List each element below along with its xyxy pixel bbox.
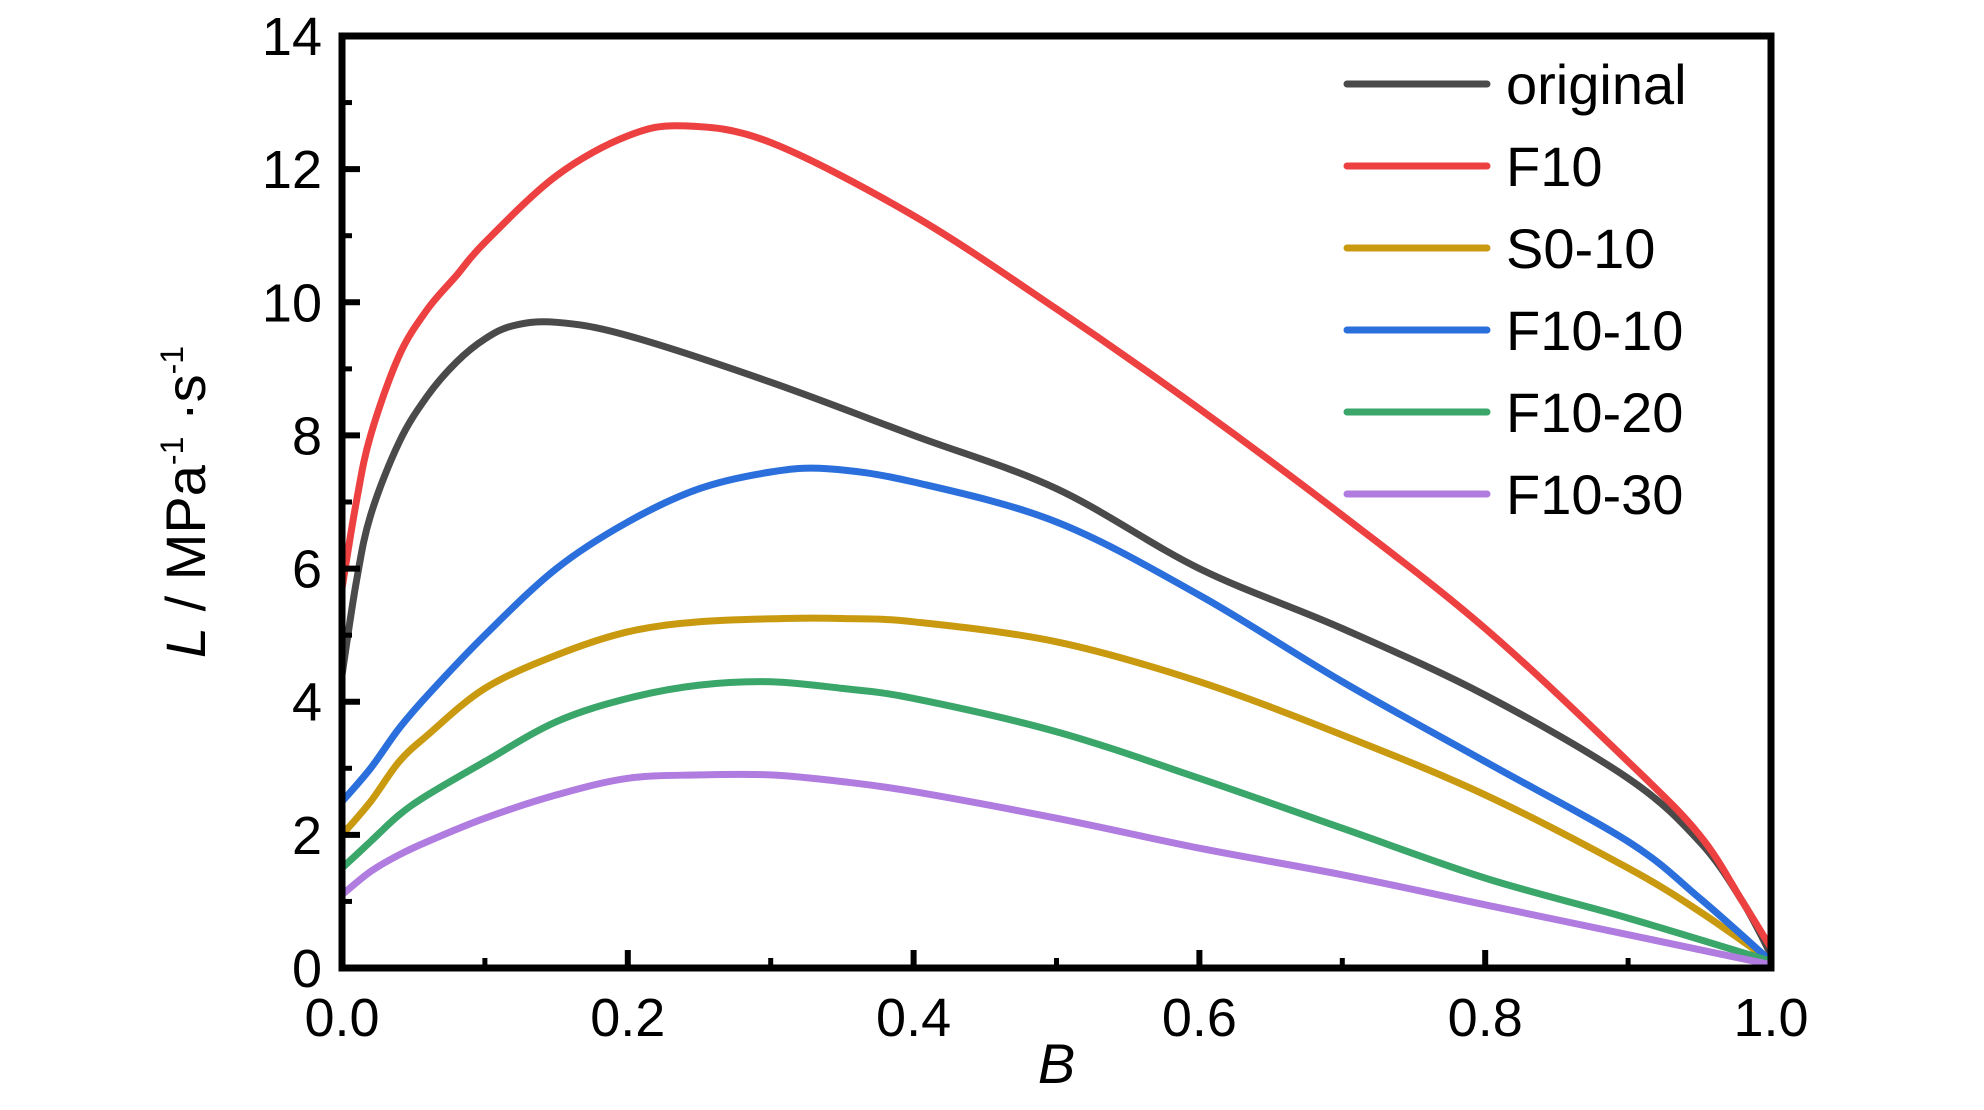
series-line-4 [338, 678, 1775, 965]
series-line-5 [338, 770, 1775, 969]
y-axis-separator: / [154, 580, 217, 627]
y-axis-unit-base: MPa [154, 464, 217, 580]
y-tick-label: 6 [292, 540, 322, 600]
x-tick-label: 0.6 [1162, 988, 1237, 1048]
plot-marks [338, 122, 1775, 969]
legend-label-5: F10-30 [1506, 463, 1683, 526]
series-line-2 [338, 614, 1775, 965]
x-tick-label: 0.8 [1448, 988, 1523, 1048]
legend-label-3: F10-10 [1506, 299, 1683, 362]
y-tick-label: 2 [292, 806, 322, 866]
legend-label-0: original [1506, 53, 1687, 116]
x-axis-title: B [1038, 1032, 1075, 1095]
y-tick-label: 12 [262, 140, 322, 200]
y-axis-symbol: L [154, 627, 217, 658]
axis-ticks: 0.0 0.2 0.4 0.6 0.8 1.0 0 2 4 6 8 10 12 14 [262, 7, 1809, 1048]
series-line-1 [338, 122, 1775, 952]
y-axis-unit-exp1: -1 [154, 437, 190, 465]
legend-label-2: S0-10 [1506, 217, 1655, 280]
x-tick-label: 0.4 [876, 988, 951, 1048]
series-line-0 [338, 318, 1775, 959]
y-tick-label: 10 [262, 273, 322, 333]
x-tick-label: 1.0 [1733, 988, 1808, 1048]
y-tick-label: 14 [262, 7, 322, 67]
x-tick-label: 0.0 [304, 988, 379, 1048]
y-axis-unit-mid: ·s [154, 374, 217, 436]
series-line-3 [338, 464, 1775, 965]
y-axis-unit-exp2: -1 [154, 346, 190, 374]
legend: original F10 S0-10 F10-10 F10-20 F10-30 [1343, 53, 1687, 526]
legend-label-1: F10 [1506, 135, 1603, 198]
y-tick-label: 4 [292, 673, 322, 733]
y-axis-title: L / MPa-1 ·s-1 [154, 346, 217, 658]
y-tick-label: 0 [292, 939, 322, 999]
legend-label-4: F10-20 [1506, 381, 1683, 444]
x-tick-label: 0.2 [590, 988, 665, 1048]
y-tick-label: 8 [292, 406, 322, 466]
